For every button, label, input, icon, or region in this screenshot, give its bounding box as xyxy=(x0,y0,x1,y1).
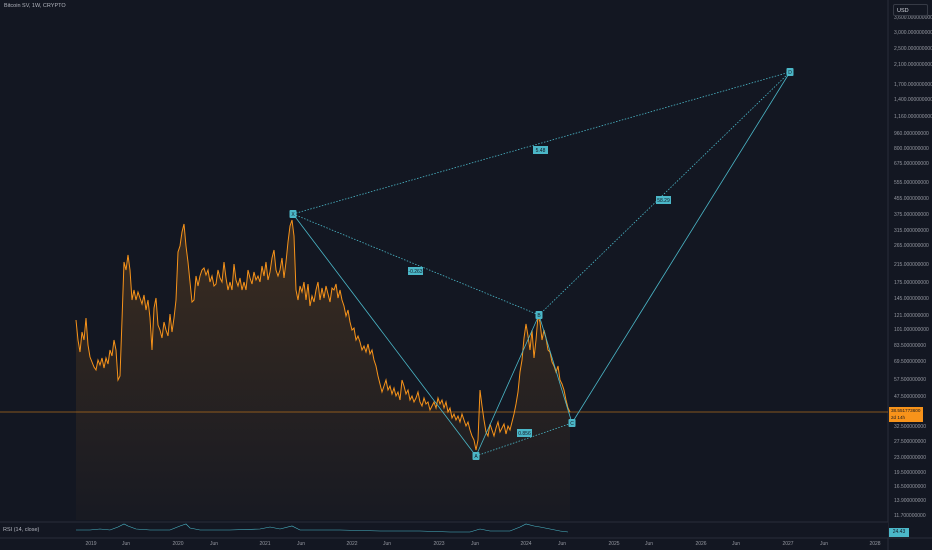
point-d-label: D xyxy=(788,70,792,76)
price-axis-label: 800.000000000 xyxy=(894,146,929,152)
point-c-label: C xyxy=(570,421,574,427)
time-axis-label: Jun xyxy=(820,541,828,547)
time-axis[interactable]: 2019 Jun 2020 Jun 2021 Jun 2022 Jun 2023 Jun 2024 J… xyxy=(85,541,880,547)
price-axis-label: 2,500.000000000 xyxy=(894,46,932,52)
price-axis-label: 3,600.000000000 xyxy=(894,15,932,21)
svg-text:-0.263: -0.263 xyxy=(408,269,422,275)
price-axis-label: 19.500000000 xyxy=(894,470,926,476)
price-axis-label: 1,160.000000000 xyxy=(894,114,932,120)
price-axis-label: 3,000.000000000 xyxy=(894,30,932,36)
time-axis-label: Jun xyxy=(297,541,305,547)
price-axis-label: 215.000000000 xyxy=(894,262,929,268)
time-axis-label: Jun xyxy=(732,541,740,547)
pattern-leg-xa xyxy=(292,213,477,457)
price-axis-label: 83.500000000 xyxy=(894,343,926,349)
time-axis-label: 2026 xyxy=(695,541,706,547)
pattern-diag-bd xyxy=(538,71,791,316)
time-axis-label: 2020 xyxy=(172,541,183,547)
ratio-label-xd[interactable]: 5.48 xyxy=(533,146,548,154)
point-b-label: B xyxy=(537,313,541,319)
price-axis-label: 555.000000000 xyxy=(894,180,929,186)
time-axis-label: 2028 xyxy=(869,541,880,547)
rsi-line xyxy=(76,523,569,533)
time-axis-label: Jun xyxy=(558,541,566,547)
xabcd-pattern[interactable] xyxy=(292,71,791,457)
time-axis-label: 2021 xyxy=(259,541,270,547)
price-axis-label: 455.000000000 xyxy=(894,196,929,202)
price-axis-label: 1,700.000000000 xyxy=(894,82,932,88)
price-axis[interactable]: 3,600.000000000 3,000.000000000 2,500.0000… xyxy=(894,15,932,519)
ratio-label-bd[interactable]: 58.29 xyxy=(656,196,671,204)
current-price-value: 38.551773600 xyxy=(891,408,921,413)
time-axis-label: Jun xyxy=(122,541,130,547)
price-axis-label: 145.000000000 xyxy=(894,296,929,302)
price-axis-label: 16.500000000 xyxy=(894,484,926,490)
price-axis-label: 27.500000000 xyxy=(894,439,926,445)
price-line xyxy=(75,219,571,451)
price-axis-label: 101.000000000 xyxy=(894,327,929,333)
pattern-point-a[interactable]: A xyxy=(472,452,480,460)
price-area-fill xyxy=(76,220,570,520)
pattern-leg-ab xyxy=(475,314,540,457)
pattern-point-b[interactable]: B xyxy=(535,311,543,319)
current-price-badge: 38.551773600 2d 14h xyxy=(889,407,923,422)
pattern-leg-cd xyxy=(571,71,791,424)
price-axis-label: 69.500000000 xyxy=(894,359,926,365)
svg-text:0.856: 0.856 xyxy=(518,431,531,437)
price-axis-label: 315.000000000 xyxy=(894,228,929,234)
pattern-diag-xd xyxy=(292,71,791,215)
price-axis-label: 13.900000000 xyxy=(894,498,926,504)
price-axis-label: 121.000000000 xyxy=(894,313,929,319)
time-axis-label: 2027 xyxy=(782,541,793,547)
bar-countdown: 2d 14h xyxy=(891,415,906,420)
time-axis-label: 2022 xyxy=(346,541,357,547)
time-axis-label: Jun xyxy=(471,541,479,547)
pattern-point-x[interactable]: X xyxy=(289,210,297,218)
ratio-label-xb[interactable]: -0.263 xyxy=(408,267,423,275)
price-axis-label: 960.000000000 xyxy=(894,131,929,137)
price-axis-label: 23.000000000 xyxy=(894,455,926,461)
rsi-pane[interactable] xyxy=(0,522,888,538)
time-axis-label: Jun xyxy=(210,541,218,547)
point-a-label: A xyxy=(474,454,478,460)
point-x-label: X xyxy=(291,212,295,218)
time-axis-label: 2025 xyxy=(608,541,619,547)
price-axis-label: 47.500000000 xyxy=(894,394,926,400)
pattern-leg-bc xyxy=(538,314,573,424)
rsi-value-badge: 24.43 xyxy=(889,528,909,537)
price-axis-label: 32.500000000 xyxy=(894,424,926,430)
price-axis-label: 11.700000000 xyxy=(894,513,926,519)
svg-text:5.48: 5.48 xyxy=(536,148,546,154)
rsi-indicator-label[interactable]: RSI (14, close) xyxy=(3,527,40,533)
price-axis-label: 57.500000000 xyxy=(894,377,926,383)
svg-text:58.29: 58.29 xyxy=(657,198,670,204)
time-axis-label: 2023 xyxy=(433,541,444,547)
price-axis-label: 265.000000000 xyxy=(894,243,929,249)
price-axis-label: 175.000000000 xyxy=(894,280,929,286)
pattern-diag-xb xyxy=(292,213,540,316)
ratio-label-ac[interactable]: 0.856 xyxy=(517,429,532,437)
chart-title: Bitcoin SV, 1W, CRYPTO xyxy=(4,3,66,9)
time-axis-label: 2024 xyxy=(520,541,531,547)
pattern-point-c[interactable]: C xyxy=(568,419,576,427)
price-axis-label: 675.000000000 xyxy=(894,161,929,167)
time-axis-label: Jun xyxy=(645,541,653,547)
price-axis-label: 2,100.000000000 xyxy=(894,62,932,68)
price-axis-label: 1,400.000000000 xyxy=(894,97,932,103)
time-axis-label: 2019 xyxy=(85,541,96,547)
time-axis-label: Jun xyxy=(383,541,391,547)
pattern-point-d[interactable]: D xyxy=(786,68,794,76)
price-axis-label: 375.000000000 xyxy=(894,212,929,218)
currency-selector[interactable]: USD xyxy=(893,4,928,16)
pattern-diag-ac xyxy=(475,422,573,457)
